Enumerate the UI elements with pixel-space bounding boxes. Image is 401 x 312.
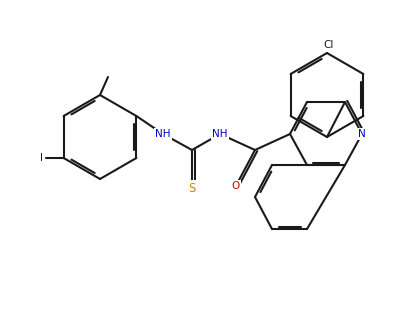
Text: NH: NH — [155, 129, 171, 139]
Text: N: N — [358, 129, 366, 139]
Text: O: O — [232, 181, 240, 191]
Text: I: I — [40, 153, 43, 163]
Text: Cl: Cl — [324, 40, 334, 50]
Text: S: S — [188, 182, 196, 194]
Text: NH: NH — [212, 129, 228, 139]
